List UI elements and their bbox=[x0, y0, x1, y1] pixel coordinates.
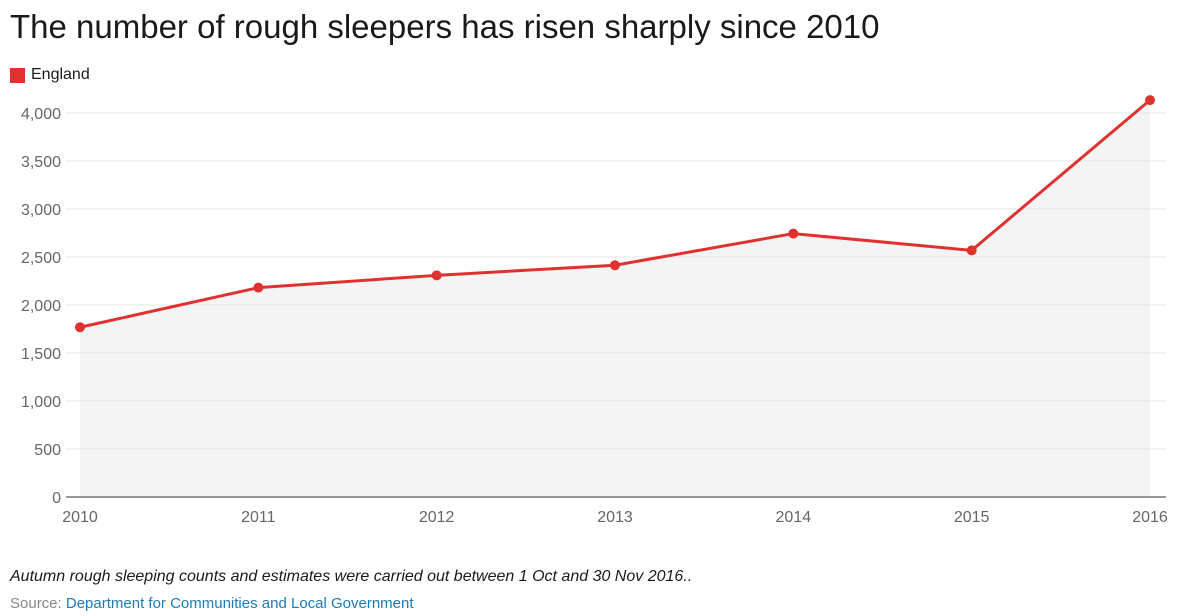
y-tick-label-3500: 3,500 bbox=[21, 154, 61, 171]
line-chart: 0 500 1,000 1,500 2,000 2,500 3,000 3,500 4,000 2… bbox=[21, 95, 1168, 526]
data-point-2014 bbox=[788, 228, 799, 239]
chart-title: The number of rough sleepers has risen s… bbox=[10, 8, 880, 45]
x-tick-label-2012: 2012 bbox=[419, 509, 455, 526]
source-prefix: Source: bbox=[10, 595, 66, 612]
source-link[interactable]: Department for Communities and Local Gov… bbox=[65, 595, 414, 612]
x-tick-label-2013: 2013 bbox=[597, 509, 633, 526]
area-fill bbox=[80, 100, 1150, 498]
data-point-2011 bbox=[253, 282, 264, 293]
data-point-2013 bbox=[610, 260, 620, 271]
data-point-2015 bbox=[966, 245, 977, 256]
y-tick-label-0: 0 bbox=[52, 490, 61, 507]
legend-swatch-england bbox=[10, 67, 25, 83]
chart-source: Source: Department for Communities and L… bbox=[10, 595, 414, 612]
y-tick-label-2000: 2,000 bbox=[21, 298, 61, 315]
x-tick-label-2011: 2011 bbox=[241, 509, 276, 526]
y-tick-label-4000: 4,000 bbox=[21, 106, 61, 123]
legend-label-england: England bbox=[31, 66, 90, 83]
data-point-2010 bbox=[75, 322, 85, 333]
x-tick-label-2015: 2015 bbox=[954, 509, 990, 526]
data-point-2016 bbox=[1145, 95, 1155, 106]
x-tick-label-2010: 2010 bbox=[62, 509, 98, 526]
x-tick-label-2016: 2016 bbox=[1132, 509, 1168, 526]
y-tick-label-2500: 2,500 bbox=[21, 250, 61, 267]
y-tick-label-500: 500 bbox=[34, 442, 61, 459]
data-point-2012 bbox=[431, 270, 442, 281]
chart-legend: England bbox=[10, 66, 90, 84]
y-tick-label-1500: 1,500 bbox=[21, 346, 61, 363]
x-tick-label-2014: 2014 bbox=[776, 509, 812, 526]
y-tick-label-3000: 3,000 bbox=[21, 202, 61, 219]
chart-note: Autumn rough sleeping counts and estimat… bbox=[10, 568, 693, 585]
y-tick-label-1000: 1,000 bbox=[21, 394, 61, 411]
